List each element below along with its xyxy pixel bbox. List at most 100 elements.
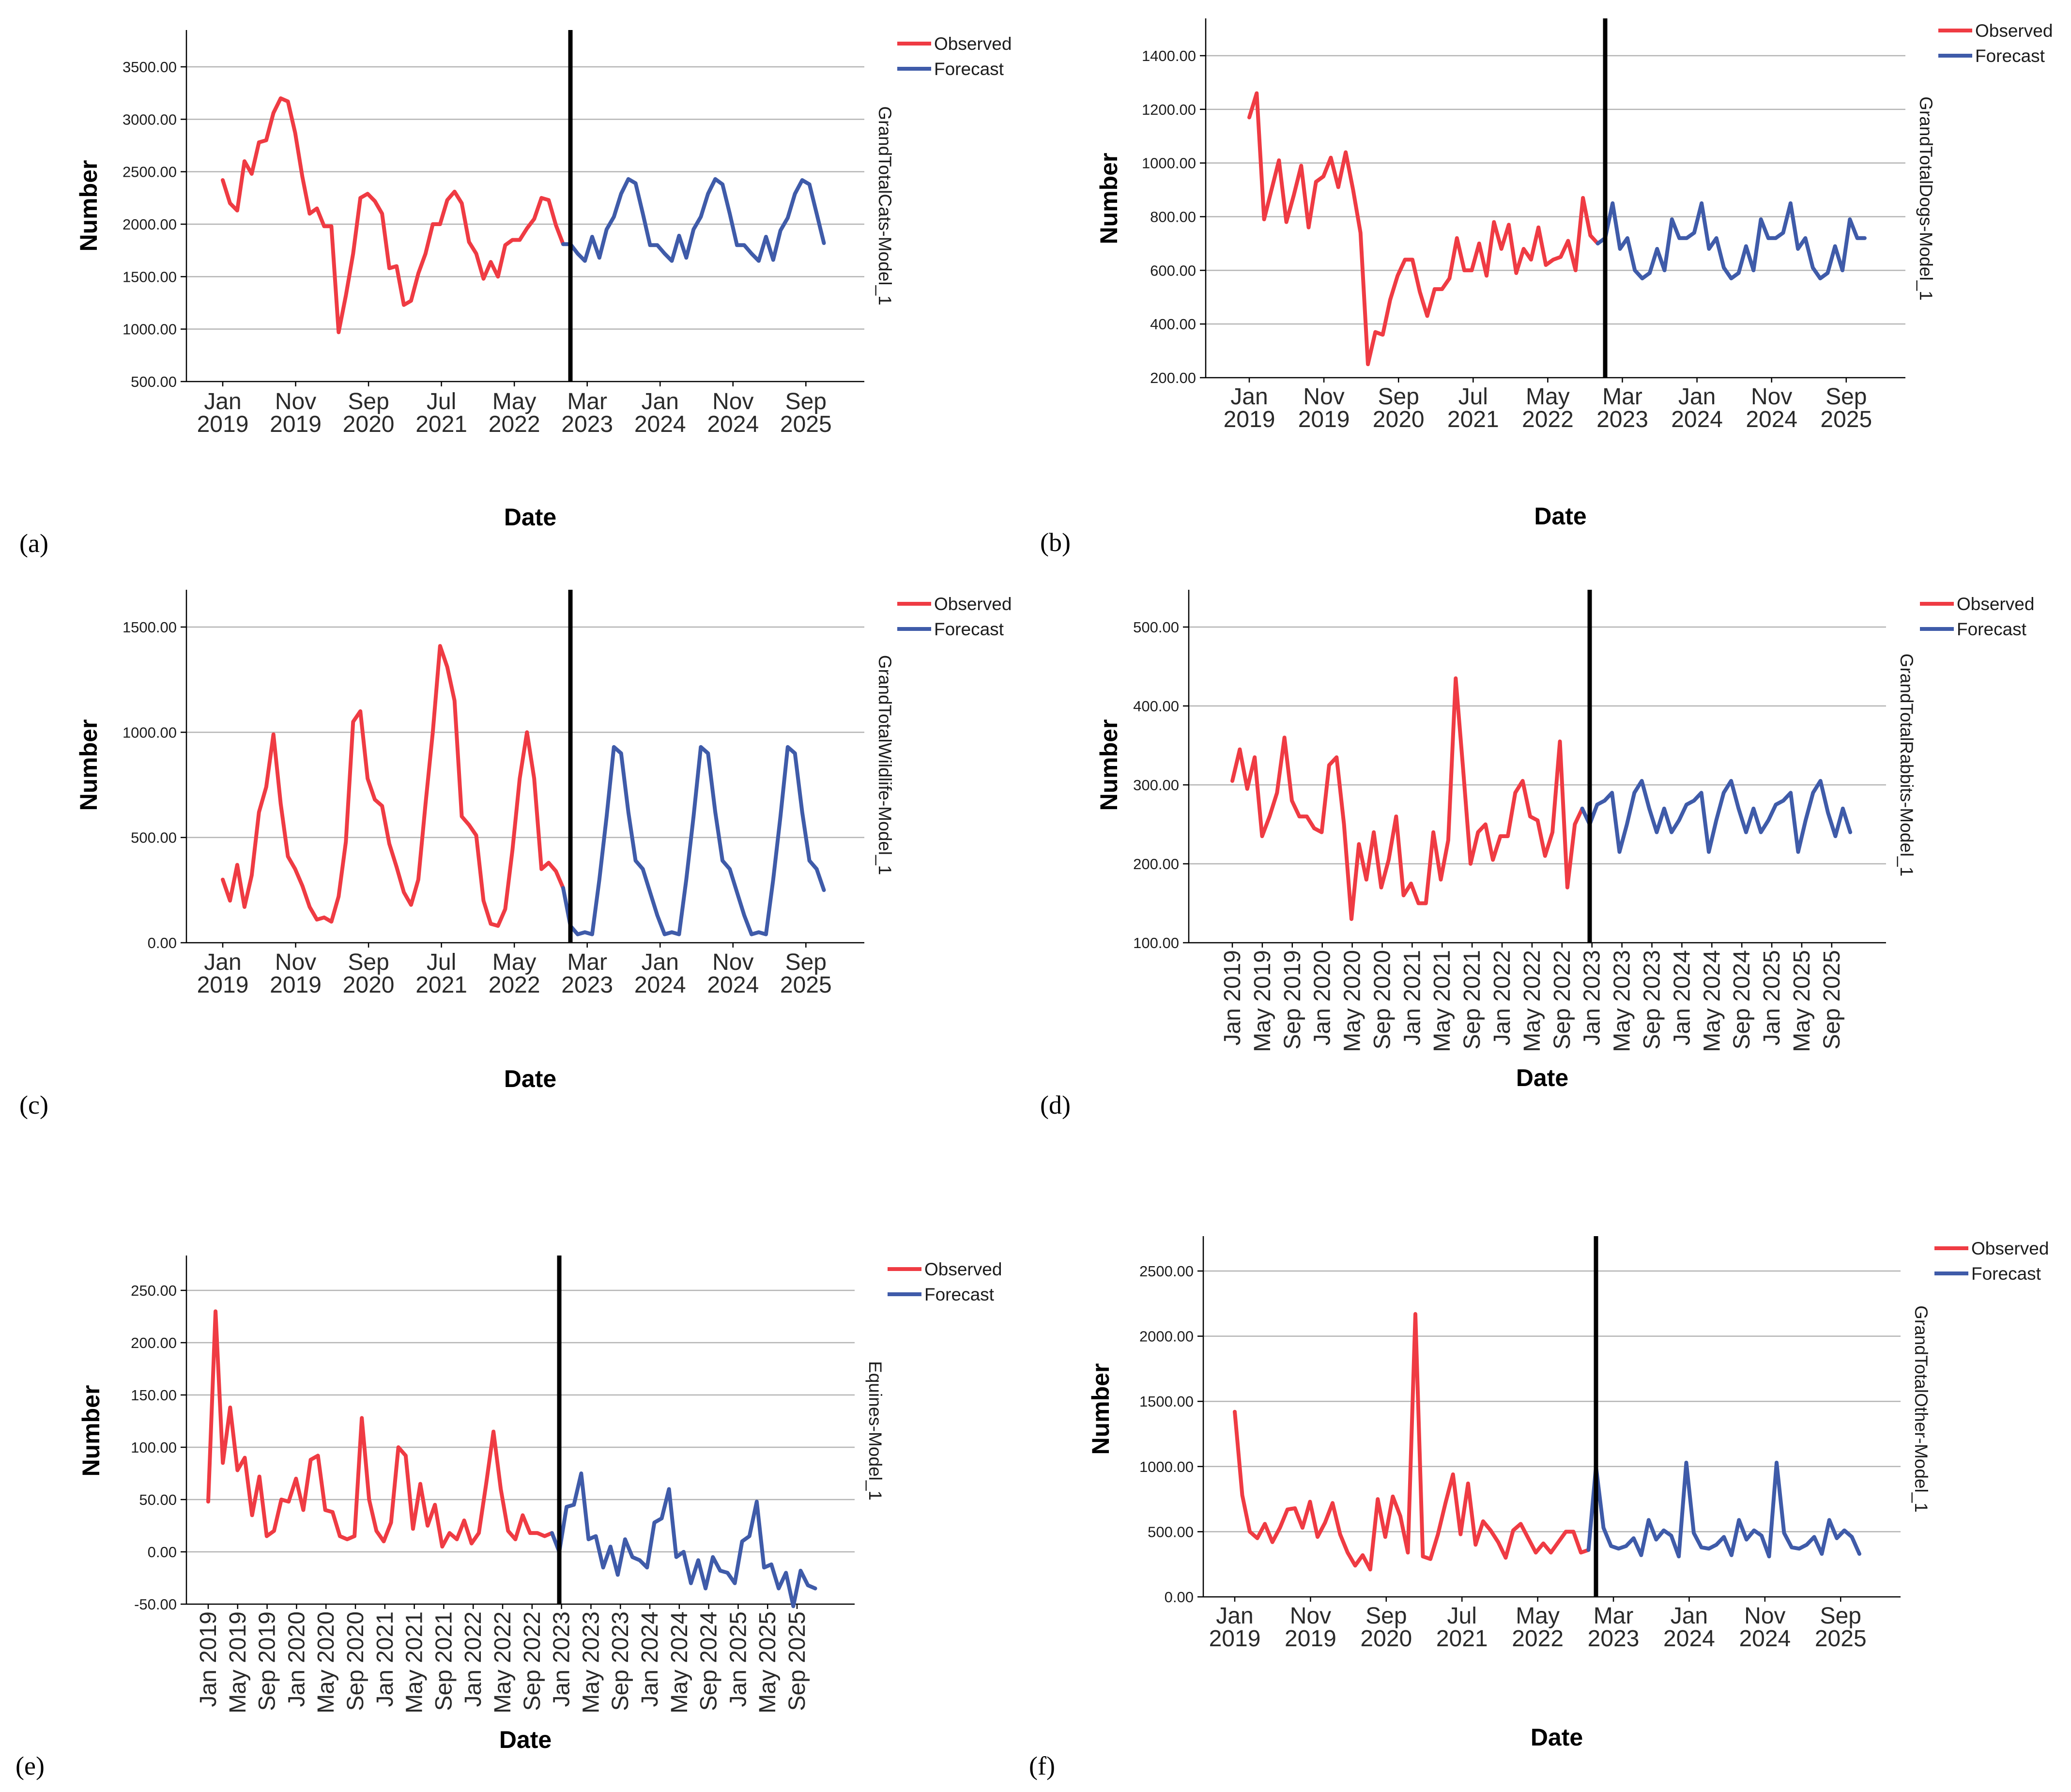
forecast-series-line	[1580, 779, 1853, 854]
panel-tag: (b)	[1040, 528, 1071, 557]
panel-tag: (d)	[1040, 1090, 1071, 1119]
x-tick-label: Nov	[712, 950, 753, 975]
legend-label: Observed	[934, 594, 1012, 614]
x-tick-label: 2025	[1815, 1626, 1867, 1652]
chart-panel: -50.00 0.00 50.00 100.00 150.00 200.00 250.00 J…	[15, 1256, 1002, 1780]
x-tick-label: May 2025	[755, 1611, 781, 1714]
y-tick-label: 500.00	[131, 373, 177, 390]
y-tick-label: 50.00	[139, 1491, 177, 1508]
x-tick-label: Jan	[1216, 1603, 1253, 1629]
x-tick-label: May 2023	[1610, 950, 1635, 1052]
x-tick-label: Jan 2020	[1310, 950, 1335, 1046]
x-tick-label: 2020	[343, 412, 395, 437]
y-tick-label: 2500.00	[123, 164, 177, 181]
x-tick-label: 2020	[343, 972, 395, 998]
legend-label: Forecast	[934, 59, 1004, 79]
x-tick-label: May	[1526, 384, 1570, 410]
x-tick-label: Jan 2021	[372, 1611, 398, 1707]
x-tick-label: Jan 2024	[637, 1611, 663, 1707]
x-tick-label: Sep	[348, 389, 389, 414]
x-tick-label: May 2019	[225, 1611, 251, 1714]
x-tick-label: 2024	[1746, 407, 1797, 432]
x-tick-label: Sep 2024	[696, 1611, 722, 1711]
y-tick-label: 3000.00	[123, 111, 177, 128]
x-axis-title: Date	[1516, 1064, 1568, 1091]
model-label: GrandTotalDogs-Model_1	[1916, 96, 1936, 301]
y-tick-label: 400.00	[1133, 698, 1179, 715]
x-tick-label: 2025	[1820, 407, 1872, 432]
x-tick-label: Jan	[642, 389, 679, 414]
y-tick-label: -50.00	[134, 1596, 177, 1613]
x-tick-label: Sep 2022	[520, 1611, 545, 1711]
legend: Observed Forecast	[1934, 1239, 2049, 1284]
x-tick-label: 2024	[707, 972, 759, 998]
observed-series-line	[206, 1309, 554, 1549]
legend-label: Forecast	[1975, 46, 2045, 66]
x-tick-label: 2021	[415, 412, 467, 437]
x-tick-label: 2019	[270, 972, 322, 998]
x-tick-label: 2024	[707, 412, 759, 437]
x-tick-label: Sep	[785, 389, 827, 414]
x-tick-label: Jan 2021	[1399, 950, 1425, 1046]
chart-panel: 0.00 500.00 1000.00 1500.00 2000.00 2500.00 Ja…	[1029, 1236, 2049, 1780]
x-tick-label: Mar	[567, 389, 607, 414]
x-tick-label: Jan 2020	[284, 1611, 309, 1707]
x-tick-label: 2024	[1663, 1626, 1715, 1652]
y-tick-label: 150.00	[131, 1387, 177, 1404]
x-tick-label: Jan 2023	[549, 1611, 575, 1707]
x-tick-label: Jul	[1447, 1603, 1477, 1629]
y-axis-title: Number	[77, 1385, 105, 1477]
x-tick-label: Jul	[427, 950, 456, 975]
y-tick-label: 2000.00	[1139, 1328, 1194, 1345]
model-label: GrandTotalRabbits-Model_1	[1897, 654, 1917, 877]
legend: Observed Forecast	[897, 594, 1012, 639]
model-label: GrandTotalCats-Model_1	[875, 106, 895, 305]
panel-tag: (a)	[19, 529, 48, 558]
x-tick-label: Jan	[1671, 1603, 1708, 1629]
y-tick-label: 500.00	[1133, 619, 1179, 636]
y-tick-label: 1000.00	[1142, 155, 1196, 172]
x-tick-label: Nov	[275, 389, 316, 414]
y-tick-label: 1500.00	[1139, 1393, 1194, 1410]
x-axis-title: Date	[1534, 503, 1586, 530]
x-tick-label: 2024	[634, 972, 686, 998]
x-tick-label: 2021	[1436, 1626, 1488, 1652]
x-tick-label: 2022	[1522, 407, 1574, 432]
model-label: GrandTotalWildlife-Model_1	[875, 655, 895, 875]
x-tick-label: Jan	[1678, 384, 1716, 410]
x-tick-label: May	[492, 389, 537, 414]
forecast-series-line	[561, 745, 826, 936]
legend-label: Observed	[924, 1259, 1002, 1279]
y-tick-label: 1400.00	[1142, 47, 1196, 64]
x-tick-label: Sep 2020	[343, 1611, 368, 1711]
x-tick-label: Sep 2023	[608, 1611, 633, 1711]
y-tick-label: 2500.00	[1139, 1263, 1194, 1280]
x-tick-label: 2019	[1285, 1626, 1336, 1652]
observed-series-line	[1247, 91, 1600, 367]
observed-series-line	[221, 644, 565, 928]
legend: Observed Forecast	[1938, 21, 2053, 66]
y-tick-label: 600.00	[1150, 262, 1196, 279]
x-tick-label: 2024	[634, 412, 686, 437]
chart-panel: 0.00500.001000.001500.00Jan2019Nov2019Se…	[19, 590, 1012, 1119]
x-tick-label: 2019	[1209, 1626, 1261, 1652]
y-tick-label: 1000.00	[123, 321, 177, 338]
x-tick-label: 2020	[1360, 1626, 1412, 1652]
x-tick-label: 2019	[197, 972, 249, 998]
x-tick-label: Jan 2022	[1489, 950, 1515, 1046]
model-label: Equines-Model_1	[865, 1361, 885, 1501]
y-tick-label: 200.00	[1150, 369, 1196, 386]
x-tick-label: Jul	[427, 389, 456, 414]
y-tick-label: 500.00	[131, 829, 177, 846]
forecast-series-line	[550, 1471, 817, 1608]
x-tick-label: Jan 2025	[725, 1611, 751, 1707]
legend-label: Forecast	[934, 619, 1004, 639]
x-tick-label: Nov	[712, 389, 753, 414]
legend-label: Observed	[1975, 21, 2053, 41]
y-axis-title: Number	[1095, 153, 1122, 245]
x-tick-label: Mar	[1602, 384, 1642, 410]
legend-label: Observed	[1957, 594, 2034, 614]
y-tick-label: 300.00	[1133, 777, 1179, 794]
x-tick-label: Sep 2021	[431, 1611, 457, 1711]
y-tick-label: 100.00	[131, 1439, 177, 1456]
